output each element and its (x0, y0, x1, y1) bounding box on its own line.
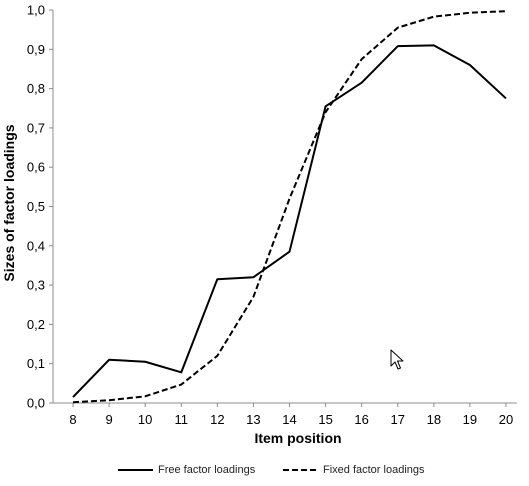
x-tick-label: 15 (318, 412, 332, 427)
x-tick-label: 16 (354, 412, 368, 427)
x-tick-label: 18 (427, 412, 441, 427)
legend-label: Fixed factor loadings (323, 464, 425, 476)
x-tick-label: 19 (463, 412, 477, 427)
y-tick-label: 0,8 (27, 81, 45, 96)
x-tick-label: 10 (138, 412, 152, 427)
y-tick-label: 0,9 (27, 42, 45, 57)
y-axis-title: Sizes of factor loadings (1, 124, 17, 281)
x-tick-label: 14 (282, 412, 296, 427)
x-tick-label: 12 (210, 412, 224, 427)
y-tick-label: 0,1 (27, 356, 45, 371)
legend: Free factor loadings Fixed factor loading… (118, 464, 425, 476)
y-tick-label: 1,0 (27, 3, 45, 18)
y-tick-label: 0,3 (27, 278, 45, 293)
x-axis-ticks: 8 9 10 11 12 13 14 15 16 17 18 19 20 (69, 403, 513, 427)
x-tick-label: 11 (175, 412, 189, 427)
axes (52, 10, 517, 404)
series-lines (72, 10, 507, 404)
y-tick-label: 0,2 (27, 317, 45, 332)
y-tick-label: 0,0 (27, 396, 45, 411)
y-tick-label: 0,5 (27, 199, 45, 214)
series-line-fixed-factor-loadings (72, 10, 507, 404)
legend-label: Free factor loadings (158, 464, 256, 476)
mouse-pointer-icon (390, 349, 404, 370)
x-tick-label: 13 (246, 412, 260, 427)
x-tick-label: 17 (391, 412, 405, 427)
x-axis-title: Item position (254, 430, 341, 446)
x-tick-label: 9 (105, 412, 112, 427)
y-tick-label: 0,4 (27, 238, 45, 253)
y-tick-label: 0,7 (27, 120, 45, 135)
y-tick-label: 0,6 (27, 160, 45, 175)
x-tick-label: 20 (499, 412, 513, 427)
x-tick-label: 8 (69, 412, 76, 427)
series-line-free-factor-loadings (72, 44, 507, 398)
y-axis-ticks: 0,0 0,1 0,2 0,3 0,4 0,5 0,6 0,7 0,8 0,9 1,0 (27, 3, 53, 411)
